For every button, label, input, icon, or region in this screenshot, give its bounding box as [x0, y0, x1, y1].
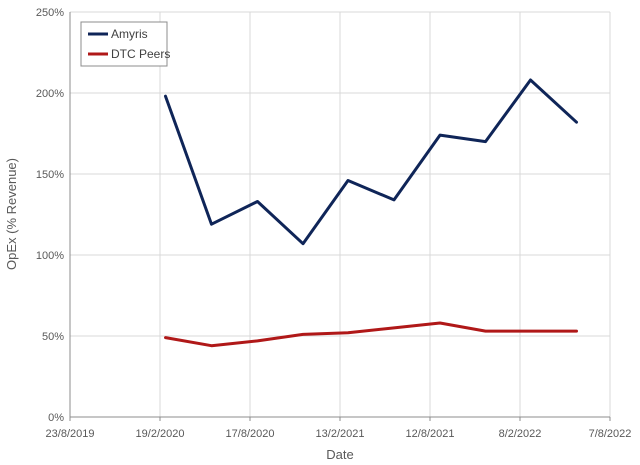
- y-tick-label: 50%: [42, 331, 64, 343]
- y-tick-label: 200%: [36, 88, 64, 100]
- x-tick-label: 8/2/2022: [499, 428, 542, 440]
- x-tick-label: 23/8/2019: [46, 428, 95, 440]
- legend-box: [80, 21, 168, 67]
- legend-label-amyris: Amyris: [111, 27, 148, 41]
- y-tick-labels: 0% 50% 100% 150% 200% 250%: [36, 7, 64, 424]
- series-layer: [164, 78, 578, 348]
- x-tick-label: 13/2/2021: [316, 428, 365, 440]
- legend-label-dtc-peers: DTC Peers: [111, 47, 170, 61]
- x-tick-label: 19/2/2020: [136, 428, 185, 440]
- legend: Amyris DTC Peers: [80, 21, 170, 67]
- y-tick-label: 150%: [36, 169, 64, 181]
- y-tick-label: 0%: [48, 412, 64, 424]
- grid-lines: [70, 11, 611, 417]
- x-tick-label: 12/8/2021: [406, 428, 455, 440]
- series-line-dtc-peers: [164, 321, 578, 348]
- x-tick-label: 7/8/2022: [589, 428, 632, 440]
- x-tick-labels: 23/8/2019 19/2/2020 17/8/2020 13/2/2021 12/8…: [46, 428, 632, 440]
- x-axis-title: Date: [326, 447, 353, 462]
- y-axis-title: OpEx (% Revenue): [4, 158, 19, 270]
- y-tick-label: 250%: [36, 7, 64, 19]
- y-tick-label: 100%: [36, 250, 64, 262]
- axes: [69, 12, 611, 421]
- series-line-amyris: [164, 78, 578, 246]
- x-tick-label: 17/8/2020: [226, 428, 275, 440]
